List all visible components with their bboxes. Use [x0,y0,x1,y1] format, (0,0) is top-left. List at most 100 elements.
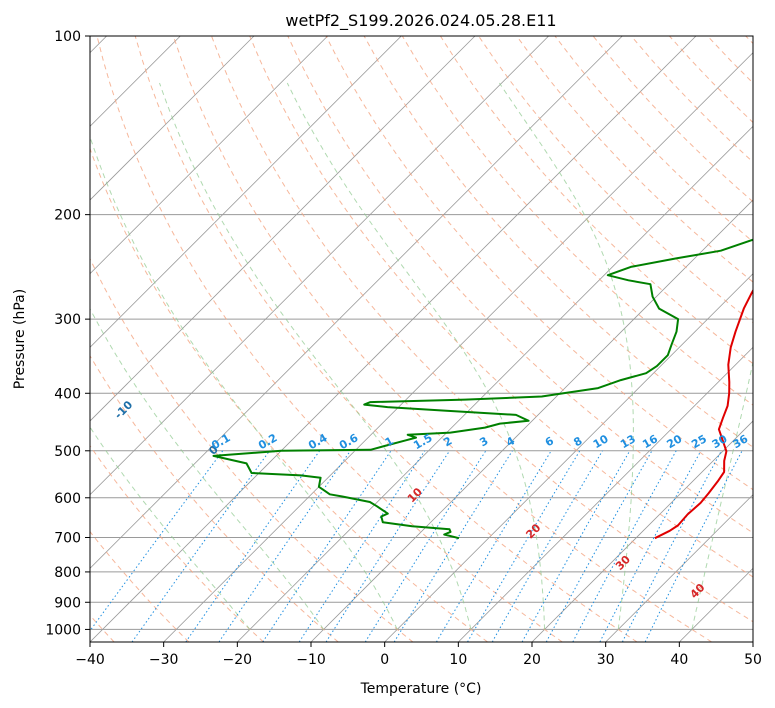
isotherm-line [310,199,753,642]
x-tick-label: 0 [380,652,389,668]
isotherm-line [163,52,753,642]
x-tick-label: 30 [597,652,615,668]
plot-frame [89,35,754,643]
x-tick-label: 10 [449,652,467,668]
y-tick-label: 200 [54,208,81,224]
x-tick-label: 40 [670,652,688,668]
isotherm-line [605,494,753,642]
mixing-ratio-line [298,450,426,642]
mixing-ratio-label: 1 [383,434,396,449]
sounding-series-line [654,288,753,540]
mixing-ratio-line [325,450,451,642]
mixing-ratio-line [185,450,321,642]
y-axis-title: Pressure (hPa) [12,289,28,389]
x-tick-label: 20 [523,652,541,668]
dry-adiabat-line [287,36,753,534]
mixing-ratio-label: 30 [710,432,730,451]
dry-adiabat-line [90,147,488,642]
moist-adiabat-line [498,82,634,630]
mixing-ratio-line [545,450,653,642]
isotherm-line [90,36,623,569]
dry-adiabat-line [669,36,753,124]
isotherm-line [752,641,753,642]
mixing-ratio-label: 0.4 [306,431,330,452]
dry-adiabat-line [592,36,753,203]
dry-adiabat-line [707,36,753,84]
dry-adiabat-line [745,36,753,45]
mixing-ratio-line [435,450,552,642]
sounding-series [212,238,753,540]
isotherm-line [90,36,255,201]
x-tick-label: 50 [744,652,762,668]
plot-area: -100-90-80-70-60-50-40-30-20-10010203040… [30,36,775,642]
y-tick-label: 100 [54,29,81,45]
pressure-gridlines [90,36,753,630]
dry-adiabat-line [211,36,753,623]
y-tick-label: 300 [54,312,81,328]
y-tick-label: 900 [54,595,81,611]
x-axis-title: Temperature (°C) [360,681,482,697]
isotherm-line [237,125,753,642]
moist-adiabat-label: 30 [613,553,633,573]
moist-adiabat-label: 10 [405,485,425,505]
moist-adiabat-line [766,83,775,629]
isotherm-line [458,346,753,642]
y-tick-label: 1000 [45,622,81,638]
moist-adiabat-label: 20 [523,521,543,541]
mixing-ratio-label: 3 [477,434,490,449]
dry-adiabat-line [96,36,563,642]
moist-adiabat-line [286,82,546,630]
x-tick-label: −40 [75,652,105,668]
mixing-ratio-lines [90,450,743,642]
y-tick-label: 600 [54,491,81,507]
moist-adiabat-line [90,135,398,630]
mixing-ratio-line [90,450,224,632]
mixing-ratio-label: 20 [665,432,685,451]
mixing-ratio-line [131,450,271,642]
mixing-ratio-label: 25 [689,432,709,451]
mixing-ratio-label: 36 [730,432,750,451]
dry-adiabat-line [439,36,753,365]
moist-adiabat-line [691,359,753,630]
moist-adiabat-line [90,307,325,630]
moist-adiabat-line [90,426,251,630]
mixing-ratio-line [364,450,487,642]
mixing-ratio-label: 0.2 [256,431,279,452]
sounding-series-line [212,238,753,540]
isotherm-line [90,36,328,275]
isotherm-line [90,36,402,348]
mixing-ratio-label: 8 [571,434,584,449]
moist-adiabat-label: 40 [688,581,708,601]
isotherm-line [90,36,549,496]
dry-adiabat-line [134,36,638,642]
dry-adiabat-line [554,36,753,243]
dry-adiabat-line [90,444,264,642]
x-tick-label: −30 [149,652,179,668]
isotherm-line [90,36,476,422]
x-tick-label: −10 [296,652,326,668]
mixing-ratio-label: 6 [543,434,556,449]
isotherm-line [531,420,753,642]
reference-line-labels: -100-90-80-70-60-50-40-30-20-10010203040… [30,358,751,601]
dry-adiabat-line [172,36,712,642]
moist-adiabat-lines [90,82,775,630]
isotherm-line [90,36,697,642]
dry-adiabat-line [90,354,339,642]
dry-adiabat-line [401,36,753,406]
mixing-ratio-line [599,450,702,642]
dry-adiabat-line [249,36,753,578]
y-tick-label: 800 [54,565,81,581]
mixing-ratio-line [218,450,351,642]
isotherm-line [384,273,753,642]
dry-adiabat-line [516,36,753,283]
moist-adiabat-line [159,82,472,630]
mixing-ratio-line [262,450,392,642]
mixing-ratio-line [572,450,677,642]
mixing-ratio-label: 10 [591,432,611,451]
y-tick-label: 700 [54,531,81,547]
dry-adiabat-label: -20 [30,358,53,381]
y-tick-label: 400 [54,386,81,402]
mixing-ratio-label: 16 [640,432,660,451]
dry-adiabat-line [90,530,190,642]
